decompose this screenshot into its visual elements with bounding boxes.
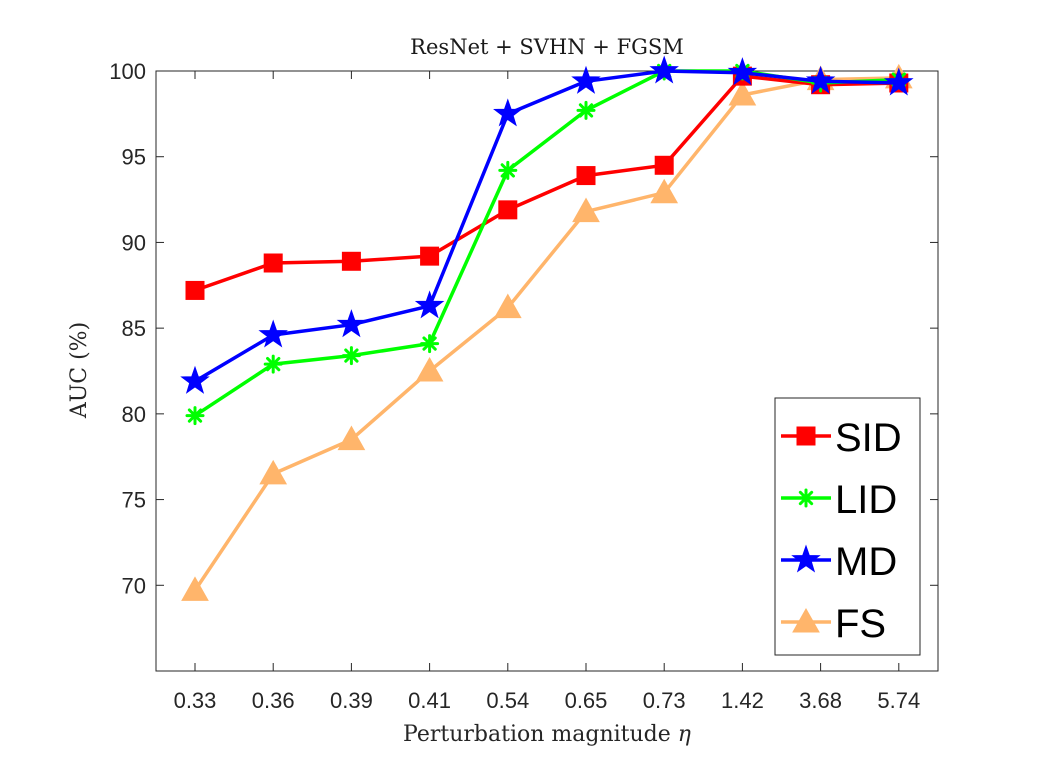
asterisk-stroke (422, 336, 437, 351)
data-point-fs (259, 459, 288, 485)
data-point-md (649, 55, 679, 84)
legend-marker (796, 426, 816, 446)
y-tick-label: 100 (109, 59, 146, 84)
x-tick-label: 0.65 (565, 688, 608, 713)
asterisk-stroke (578, 103, 594, 118)
data-point-md (336, 309, 367, 338)
x-tick-label: 1.42 (721, 688, 764, 713)
legend-marker (791, 544, 821, 573)
y-tick-label: 95 (122, 145, 146, 170)
x-tick-label: 0.54 (486, 688, 529, 713)
legend: SID LID MD FS (774, 397, 921, 656)
data-point-sid (185, 280, 205, 300)
x-tick-label: 0.41 (408, 688, 451, 713)
data-point-md (414, 290, 445, 319)
data-point-md (493, 98, 523, 127)
asterisk-stroke (266, 356, 281, 372)
data-point-fs (650, 178, 679, 204)
plot-area: 0.33 0.36 0.39 0.41 0.54 0.65 0.73 1.42 3.68 5.74… (109, 55, 939, 713)
data-point-fs (572, 197, 600, 223)
data-point-sid (654, 155, 674, 175)
y-tick-label: 80 (122, 402, 146, 427)
series-line-md (194, 69, 899, 383)
data-point-md (571, 65, 601, 94)
data-point-md (727, 57, 758, 86)
chart-title: ResNet + SVHN + FGSM (410, 35, 684, 59)
legend-label: SID (835, 416, 902, 460)
x-tick-label: 0.33 (174, 688, 217, 713)
legend-entry-sid: SID (781, 416, 902, 460)
data-point-md (805, 65, 836, 94)
data-point-md (884, 67, 914, 96)
asterisk-stroke (187, 408, 203, 423)
x-tick-label: 0.73 (643, 688, 686, 713)
data-point-lid (498, 160, 518, 180)
legend-entry-md: MD (781, 540, 897, 584)
data-point-sid (263, 253, 283, 273)
data-point-lid (185, 406, 205, 426)
y-tick-label: 70 (122, 573, 146, 598)
data-point-fs (415, 356, 444, 382)
legend-label: LID (835, 478, 897, 522)
data-point-lid (341, 346, 361, 366)
legend-label: FS (835, 602, 886, 646)
data-point-fs (728, 80, 757, 106)
x-tick-label: 3.68 (799, 688, 842, 713)
y-tick-label: 85 (122, 316, 146, 341)
data-point-lid (576, 100, 596, 120)
x-axis-label-text: Perturbation magnitude (403, 722, 671, 747)
data-point-fs (337, 425, 366, 451)
data-point-sid (498, 200, 518, 220)
data-point-sid (576, 166, 596, 186)
x-tick-label: 0.36 (252, 688, 295, 713)
legend-marker (796, 488, 816, 508)
x-tick-label: 5.74 (877, 688, 920, 713)
data-point-sid (341, 251, 361, 271)
data-point-md (180, 365, 210, 394)
legend-entry-lid: LID (781, 478, 897, 522)
legend-marker (792, 607, 820, 633)
data-point-fs (181, 576, 209, 601)
x-axis-symbol: η (678, 722, 691, 747)
series-md (180, 55, 914, 394)
legend-label: MD (835, 540, 897, 584)
x-tick-label: 0.39 (330, 688, 373, 713)
y-tick-label: 75 (122, 488, 146, 513)
asterisk-stroke (344, 348, 359, 363)
legend-entry-fs: FS (781, 602, 886, 646)
asterisk-stroke (500, 163, 515, 178)
data-point-fs (493, 293, 522, 319)
data-point-md (258, 319, 288, 348)
asterisk-stroke (798, 490, 814, 506)
data-point-lid (420, 334, 440, 354)
data-point-sid (420, 246, 440, 266)
series-line-fs (193, 76, 899, 592)
y-axis-label: AUC (%) (67, 322, 92, 419)
y-tick-label: 90 (122, 230, 146, 255)
x-axis-label: Perturbation magnitude η (403, 722, 691, 747)
series-line-sid (194, 74, 899, 293)
data-point-lid (263, 354, 283, 374)
